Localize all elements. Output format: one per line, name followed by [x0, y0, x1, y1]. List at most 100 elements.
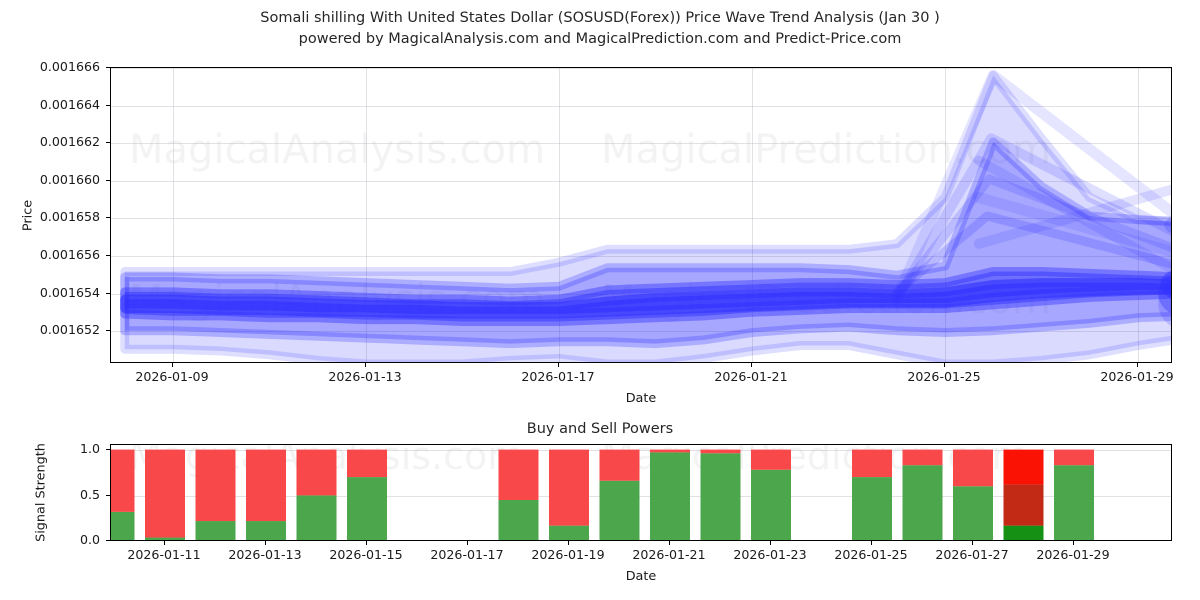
x-tick-mark [944, 363, 945, 367]
bar-buy-segment [347, 477, 387, 540]
figure-title-line-2: powered by MagicalAnalysis.com and Magic… [298, 31, 902, 47]
y-tick-label: 0.5 [79, 486, 100, 502]
y-tick-label: 0.001654 [39, 284, 100, 300]
gridline-horizontal [111, 331, 1171, 333]
x-tick-mark [366, 541, 367, 545]
bar-buy-segment [195, 521, 236, 540]
y-tick-mark [106, 67, 110, 68]
bar-buy-segment [852, 477, 892, 540]
price-y-axis-label: Price [20, 199, 36, 232]
bar-sell-segment [549, 449, 589, 526]
y-tick-label: 0.001664 [39, 96, 100, 112]
x-tick-mark [751, 363, 752, 367]
x-tick-label: 2026-01-21 [632, 547, 706, 562]
bar-sell-segment [1054, 449, 1094, 466]
bar-buy-segment [1003, 525, 1044, 540]
buy-sell-bars [111, 449, 1094, 540]
bar-sell-segment [296, 449, 337, 496]
forecast-ray [892, 174, 1171, 301]
gridline-horizontal [111, 256, 1171, 257]
x-tick-mark [265, 541, 266, 545]
x-tick-mark [568, 541, 569, 545]
signal-x-axis-label: Date [625, 569, 657, 584]
x-tick-mark [164, 541, 165, 545]
x-tick-mark [1073, 541, 1074, 545]
gridline-vertical [173, 68, 174, 362]
bar-sell-segment [953, 449, 993, 487]
wave-band-core-band [120, 278, 1171, 319]
gridline-vertical [1138, 68, 1139, 362]
bar-buy-segment [1054, 465, 1094, 540]
bar-buy-segment [111, 511, 135, 540]
y-tick-mark [106, 179, 110, 181]
forecast-ray-cross [973, 155, 1171, 275]
x-tick-label: 2026-01-23 [733, 547, 807, 562]
wave-end-cap [1158, 274, 1171, 314]
bar-sell-segment [195, 449, 236, 522]
y-tick-mark [106, 104, 110, 106]
gridline-horizontal [111, 218, 1171, 220]
bar-buy-segment [902, 465, 943, 540]
signal-y-axis-label: Signal Strength [33, 443, 49, 542]
bar-buy-segment [145, 537, 185, 540]
gridline-horizontal [111, 68, 1171, 69]
bar-buy-segment [549, 525, 589, 540]
bar-sell-segment [700, 449, 741, 454]
price-chart-plot-area: MagicalAnalysis.com MagicalPrediction.co… [110, 67, 1172, 363]
bar-sell-segment [751, 449, 791, 470]
bar-buy-segment [246, 521, 286, 540]
bar-sell-segment [902, 449, 943, 466]
wave-end-cap [1164, 217, 1171, 234]
bar-buy-segment [650, 452, 690, 540]
bar-buy-segment [296, 495, 337, 540]
forecast-ray-cross [973, 192, 1171, 258]
y-tick-label: 1.0 [79, 440, 100, 456]
bar-sell-segment [246, 449, 286, 522]
x-tick-label: 2026-01-25 [834, 547, 908, 562]
bar-buy-segment [498, 499, 539, 540]
price-wave-bands [120, 69, 1171, 362]
y-tick-mark [106, 255, 110, 256]
y-tick-mark [106, 142, 110, 144]
bar-sell-segment [650, 449, 690, 453]
bar-sell-segment-bright [1003, 449, 1044, 485]
y-tick-label: 0.001660 [39, 171, 100, 187]
x-tick-label: 2026-01-11 [127, 547, 201, 562]
wave-end-cap [1160, 270, 1171, 299]
y-tick-label: 0.0 [79, 532, 100, 548]
bar-sell-segment [111, 449, 135, 512]
signal-chart-plot-area: MagicalAnalysis.com MagicalPrediction.co… [110, 444, 1172, 541]
x-tick-mark [172, 363, 173, 367]
x-tick-label: 2026-01-21 [714, 369, 788, 384]
x-tick-mark [669, 541, 670, 545]
x-tick-label: 2026-01-15 [329, 547, 403, 562]
x-tick-mark [558, 363, 559, 367]
x-tick-label: 2026-01-17 [521, 369, 595, 384]
x-tick-mark [770, 541, 771, 545]
gridline-horizontal [111, 105, 1171, 107]
gridline-horizontal [111, 143, 1171, 145]
x-tick-mark [871, 541, 872, 545]
gridline-horizontal [111, 180, 1171, 182]
y-tick-mark [106, 292, 110, 294]
forecast-ray-cross [973, 184, 1171, 249]
figure-title-line-1: Somali shilling With United States Dolla… [260, 10, 940, 26]
gridline-horizontal [111, 495, 1171, 497]
y-tick-label: 0.001652 [39, 322, 100, 338]
forecast-ray [892, 211, 1171, 297]
x-tick-label: 2026-01-29 [1036, 547, 1110, 562]
bar-sell-segment [145, 449, 185, 538]
y-tick-label: 0.001662 [39, 134, 100, 150]
x-tick-label: 2026-01-29 [1100, 369, 1174, 384]
wave-end-cap [1158, 279, 1171, 326]
bar-buy-segment [953, 486, 993, 540]
gridline-vertical [752, 68, 753, 362]
bar-buy-segment [751, 469, 791, 540]
y-tick-label: 0.001666 [39, 59, 100, 74]
y-tick-mark [106, 494, 110, 496]
x-tick-mark [1137, 363, 1138, 367]
price-x-axis-label: Date [625, 391, 657, 406]
x-tick-label: 2026-01-09 [135, 369, 209, 384]
bar-buy-segment [700, 453, 741, 540]
x-tick-label: 2026-01-13 [328, 369, 402, 384]
